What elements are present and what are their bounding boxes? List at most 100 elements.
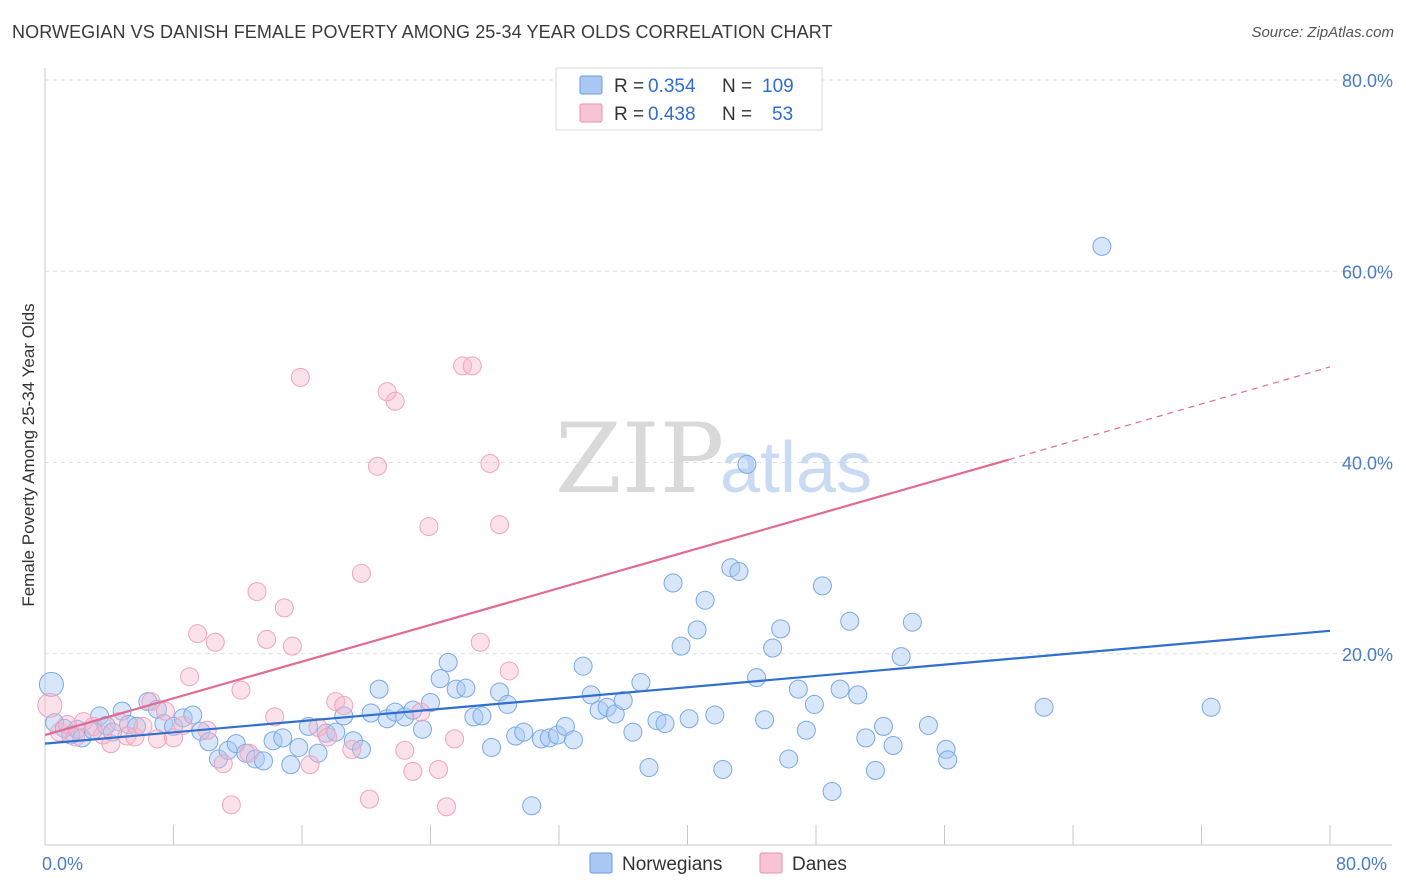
point-norwegians-50 bbox=[464, 707, 484, 727]
point-norwegians-106 bbox=[1034, 697, 1054, 717]
point-danes-32 bbox=[308, 717, 328, 737]
point-norwegians-86 bbox=[763, 638, 783, 658]
point-danes-54 bbox=[499, 661, 519, 681]
x-tick-label-min: 0.0% bbox=[42, 854, 83, 874]
series-label-norwegians: Norwegians bbox=[622, 854, 722, 875]
trend-lines bbox=[44, 366, 1331, 745]
point-danes-53 bbox=[490, 515, 510, 535]
point-norwegians-95 bbox=[840, 611, 860, 631]
point-norwegians-70 bbox=[631, 672, 651, 692]
point-norwegians-29 bbox=[281, 755, 301, 775]
point-norwegians-80 bbox=[713, 759, 733, 779]
legend-swatch-danes bbox=[579, 103, 603, 123]
point-norwegians-48 bbox=[446, 679, 466, 699]
point-norwegians-51 bbox=[472, 706, 492, 726]
trend-extension-danes bbox=[1008, 366, 1331, 461]
point-norwegians-107 bbox=[1092, 236, 1112, 256]
point-norwegians-91 bbox=[804, 694, 824, 714]
point-norwegians-39 bbox=[369, 679, 389, 699]
point-norwegians-97 bbox=[856, 728, 876, 748]
point-norwegians-58 bbox=[531, 729, 551, 749]
point-danes-47 bbox=[437, 797, 457, 817]
watermark-zip: ZIP bbox=[555, 403, 724, 515]
point-norwegians-52 bbox=[482, 737, 502, 757]
source-credit: Source: ZipAtlas.com bbox=[1251, 24, 1394, 41]
trend-line-danes bbox=[44, 458, 1010, 737]
point-norwegians-73 bbox=[655, 714, 675, 734]
point-norwegians-89 bbox=[788, 679, 808, 699]
point-danes-0 bbox=[37, 692, 63, 718]
point-danes-31 bbox=[300, 755, 320, 775]
point-norwegians-56 bbox=[514, 722, 534, 742]
point-norwegians-38 bbox=[361, 703, 381, 723]
legend-n-label-2: N = bbox=[722, 104, 752, 125]
point-norwegians-101 bbox=[891, 647, 911, 667]
point-danes-38 bbox=[359, 789, 379, 809]
point-danes-25 bbox=[247, 582, 267, 602]
point-norwegians-85 bbox=[755, 710, 775, 730]
point-norwegians-63 bbox=[573, 656, 593, 676]
point-danes-23 bbox=[231, 680, 251, 700]
point-norwegians-68 bbox=[613, 691, 633, 711]
correlation-legend: R = 0.354 N = 109 R = 0.438 N = 53 bbox=[555, 67, 823, 131]
point-norwegians-45 bbox=[421, 693, 440, 713]
point-norwegians-100 bbox=[883, 736, 903, 756]
point-danes-41 bbox=[385, 391, 405, 411]
point-norwegians-82 bbox=[729, 562, 749, 582]
point-norwegians-93 bbox=[822, 781, 842, 801]
point-danes-50 bbox=[462, 356, 482, 376]
point-danes-49 bbox=[453, 356, 473, 376]
legend-r-label-2: R = bbox=[614, 104, 644, 125]
gridlines bbox=[45, 79, 1392, 655]
point-danes-20 bbox=[205, 632, 225, 652]
point-norwegians-23 bbox=[226, 734, 246, 754]
point-norwegians-5 bbox=[72, 728, 92, 748]
point-danes-36 bbox=[342, 739, 362, 759]
data-points bbox=[37, 236, 1221, 817]
legend-n-label-1: N = bbox=[722, 76, 752, 97]
point-danes-28 bbox=[274, 598, 294, 618]
y-tick-label-3: 80.0% bbox=[1342, 71, 1393, 91]
chart-title: NORWEGIAN VS DANISH FEMALE POVERTY AMONG… bbox=[12, 22, 833, 42]
y-axis-label: Female Poverty Among 25-34 Year Olds bbox=[19, 303, 38, 606]
point-danes-37 bbox=[351, 563, 371, 583]
point-danes-40 bbox=[377, 382, 397, 402]
watermark: ZIP atlas bbox=[555, 403, 872, 515]
point-danes-14 bbox=[155, 701, 175, 721]
point-norwegians-71 bbox=[639, 758, 659, 778]
point-norwegians-69 bbox=[623, 722, 643, 742]
point-norwegians-75 bbox=[671, 636, 691, 656]
point-norwegians-108 bbox=[1201, 697, 1221, 717]
point-norwegians-49 bbox=[456, 678, 476, 698]
point-norwegians-46 bbox=[430, 669, 450, 689]
point-danes-21 bbox=[213, 754, 233, 774]
point-norwegians-0 bbox=[38, 671, 64, 697]
watermark-atlas: atlas bbox=[720, 428, 872, 508]
point-danes-51 bbox=[470, 632, 490, 652]
point-danes-35 bbox=[334, 695, 354, 715]
point-norwegians-74 bbox=[663, 573, 683, 593]
point-norwegians-62 bbox=[563, 730, 583, 750]
series-legend: Norwegians Danes bbox=[589, 852, 847, 875]
point-norwegians-102 bbox=[902, 612, 922, 632]
point-danes-18 bbox=[188, 624, 208, 644]
point-norwegians-32 bbox=[308, 743, 328, 763]
point-norwegians-28 bbox=[273, 728, 293, 748]
legend-r-value-2: 0.438 bbox=[648, 104, 696, 125]
point-danes-39 bbox=[367, 456, 387, 476]
point-norwegians-76 bbox=[679, 709, 699, 729]
point-norwegians-47 bbox=[438, 652, 458, 672]
point-norwegians-57 bbox=[522, 796, 542, 816]
point-norwegians-99 bbox=[873, 716, 893, 736]
point-norwegians-37 bbox=[351, 739, 371, 759]
y-tick-label-2: 60.0% bbox=[1342, 262, 1393, 282]
point-danes-17 bbox=[180, 667, 200, 687]
x-tick-label-max: 80.0% bbox=[1336, 854, 1387, 874]
point-norwegians-103 bbox=[918, 715, 938, 735]
point-norwegians-94 bbox=[830, 679, 850, 699]
point-norwegians-83 bbox=[737, 454, 757, 474]
point-danes-30 bbox=[290, 367, 310, 387]
y-tick-labels: 20.0% 40.0% 60.0% 80.0% bbox=[1342, 71, 1393, 665]
series-label-danes: Danes bbox=[792, 854, 847, 875]
point-danes-11 bbox=[133, 716, 153, 736]
